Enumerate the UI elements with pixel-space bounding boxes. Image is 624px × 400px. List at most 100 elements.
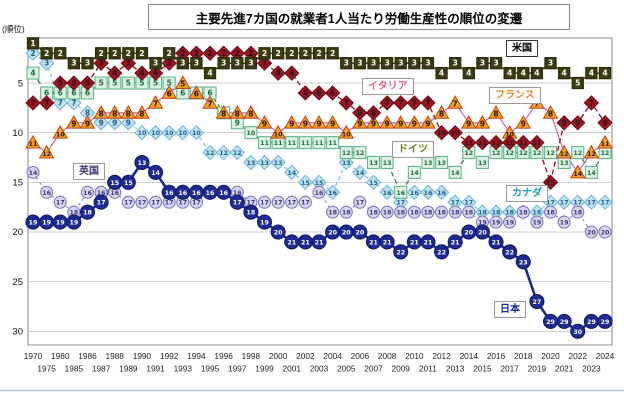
rank-value: 2 <box>167 49 172 58</box>
data-point-uk-2012: 18 <box>435 205 449 219</box>
rank-value: 2 <box>303 49 308 58</box>
data-point-uk-2013: 18 <box>448 205 462 219</box>
rank-value: 7 <box>384 98 389 107</box>
data-point-japan-2002: 21 <box>297 234 313 250</box>
canada-diamond-marker <box>147 124 164 141</box>
data-point-france-2014: 9 <box>460 114 477 129</box>
data-point-usa-2002: 2 <box>299 47 312 60</box>
canada-diamond-marker <box>270 154 286 171</box>
france-triangle-marker <box>106 105 123 119</box>
rank-value: 3 <box>98 59 103 68</box>
rank-value: 14 <box>29 170 38 177</box>
rank-value: 7 <box>58 98 63 107</box>
france-triangle-marker <box>324 114 341 129</box>
japan-circle-marker <box>256 214 273 230</box>
rank-value: 7 <box>207 100 212 109</box>
rank-value: 21 <box>410 239 419 246</box>
data-point-uk-2007: 18 <box>366 205 381 219</box>
uk-circle-marker <box>26 165 40 179</box>
canada-diamond-marker <box>556 194 572 210</box>
x-tick-label: 1990 <box>133 351 152 361</box>
italy-diamond-marker <box>474 134 491 151</box>
data-point-japan-1975: 19 <box>39 214 55 230</box>
data-point-usa-2011: 3 <box>421 57 435 70</box>
data-point-italy-2003: 6 <box>311 85 327 101</box>
rank-value: 18 <box>437 210 446 217</box>
rank-value: 3 <box>262 59 267 68</box>
japan-circle-marker <box>529 293 545 310</box>
data-point-japan-2015: 20 <box>474 224 490 240</box>
france-triangle-marker <box>379 114 395 129</box>
uk-circle-marker <box>326 205 340 219</box>
italy-diamond-marker <box>324 85 341 101</box>
rank-value: 6 <box>180 88 185 97</box>
rank-value: 8 <box>221 109 226 118</box>
rank-value: 4 <box>207 69 212 78</box>
data-point-germany-1989: 5 <box>121 76 135 90</box>
usa-square-marker <box>271 47 285 60</box>
germany-square-marker <box>394 185 408 199</box>
data-point-italy-2012: 10 <box>433 124 450 141</box>
rank-value: 4 <box>602 69 607 78</box>
rank-value: 4 <box>289 69 294 78</box>
rank-value: 18 <box>573 210 582 217</box>
italy-diamond-marker <box>93 55 109 71</box>
data-point-japan-1970: 19 <box>25 214 41 230</box>
france-triangle-marker <box>79 114 96 129</box>
rank-value: 17 <box>151 200 160 207</box>
data-point-france-2007: 9 <box>365 114 382 129</box>
rank-value: 4 <box>275 69 280 78</box>
rank-value: 6 <box>167 90 172 99</box>
data-point-canada-1992: 10 <box>161 124 177 141</box>
data-point-usa-2001: 2 <box>285 47 298 60</box>
uk-circle-marker <box>380 205 394 219</box>
data-point-usa-1988: 2 <box>108 47 121 60</box>
canada-diamond-marker <box>379 184 395 200</box>
rank-value: 9 <box>521 119 526 128</box>
data-point-germany-2023: 14 <box>584 165 598 179</box>
rank-value: 9 <box>126 118 131 127</box>
data-point-japan-2012: 22 <box>434 244 450 260</box>
data-point-japan-1999: 19 <box>256 214 273 230</box>
data-point-usa-1986: 3 <box>81 57 94 70</box>
data-point-uk-1990: 17 <box>135 195 149 209</box>
data-point-usa-2003: 2 <box>312 47 326 60</box>
x-tick-label: 2012 <box>432 351 451 361</box>
rank-value: 17 <box>178 200 187 207</box>
rank-value: 16 <box>328 190 337 197</box>
data-point-japan-2021: 29 <box>556 313 572 329</box>
data-point-usa-2000: 2 <box>271 47 285 60</box>
germany-square-marker <box>366 155 381 170</box>
rank-value: 9 <box>303 119 308 128</box>
data-point-italy-2010: 7 <box>406 95 423 111</box>
data-point-japan-2017: 22 <box>502 244 518 260</box>
rank-value: 8 <box>126 109 131 118</box>
x-tick-label: 1998 <box>242 351 261 361</box>
rank-value: 17 <box>601 200 610 207</box>
rank-value: 2 <box>44 49 49 58</box>
data-point-canada-1995: 12 <box>202 144 218 161</box>
x-tick-label: 2010 <box>405 351 424 361</box>
rank-value: 16 <box>437 190 446 197</box>
rank-value: 15 <box>110 180 119 187</box>
data-point-usa-2005: 3 <box>340 57 353 70</box>
data-point-italy-1987: 3 <box>93 55 109 71</box>
uk-circle-marker <box>598 225 612 239</box>
rank-value: 29 <box>601 319 610 326</box>
y-tick-label: 25 <box>12 277 23 288</box>
rank-value: 7 <box>71 98 76 107</box>
usa-square-marker <box>489 57 503 70</box>
data-point-japan-2018: 23 <box>515 254 531 270</box>
x-tick-label: 2006 <box>351 351 370 361</box>
france-triangle-marker <box>38 144 55 159</box>
rank-value: 5 <box>71 79 76 88</box>
data-point-usa-2009: 3 <box>394 57 407 70</box>
rank-value: 12 <box>342 150 351 157</box>
x-tick-label: 1999 <box>255 364 274 374</box>
plot-border <box>27 37 613 346</box>
data-point-germany-1987: 5 <box>94 76 108 90</box>
rank-value: 6 <box>303 88 308 97</box>
rank-value: 18 <box>342 210 351 217</box>
germany-square-marker <box>298 136 312 150</box>
data-point-uk-2016: 19 <box>489 215 503 229</box>
